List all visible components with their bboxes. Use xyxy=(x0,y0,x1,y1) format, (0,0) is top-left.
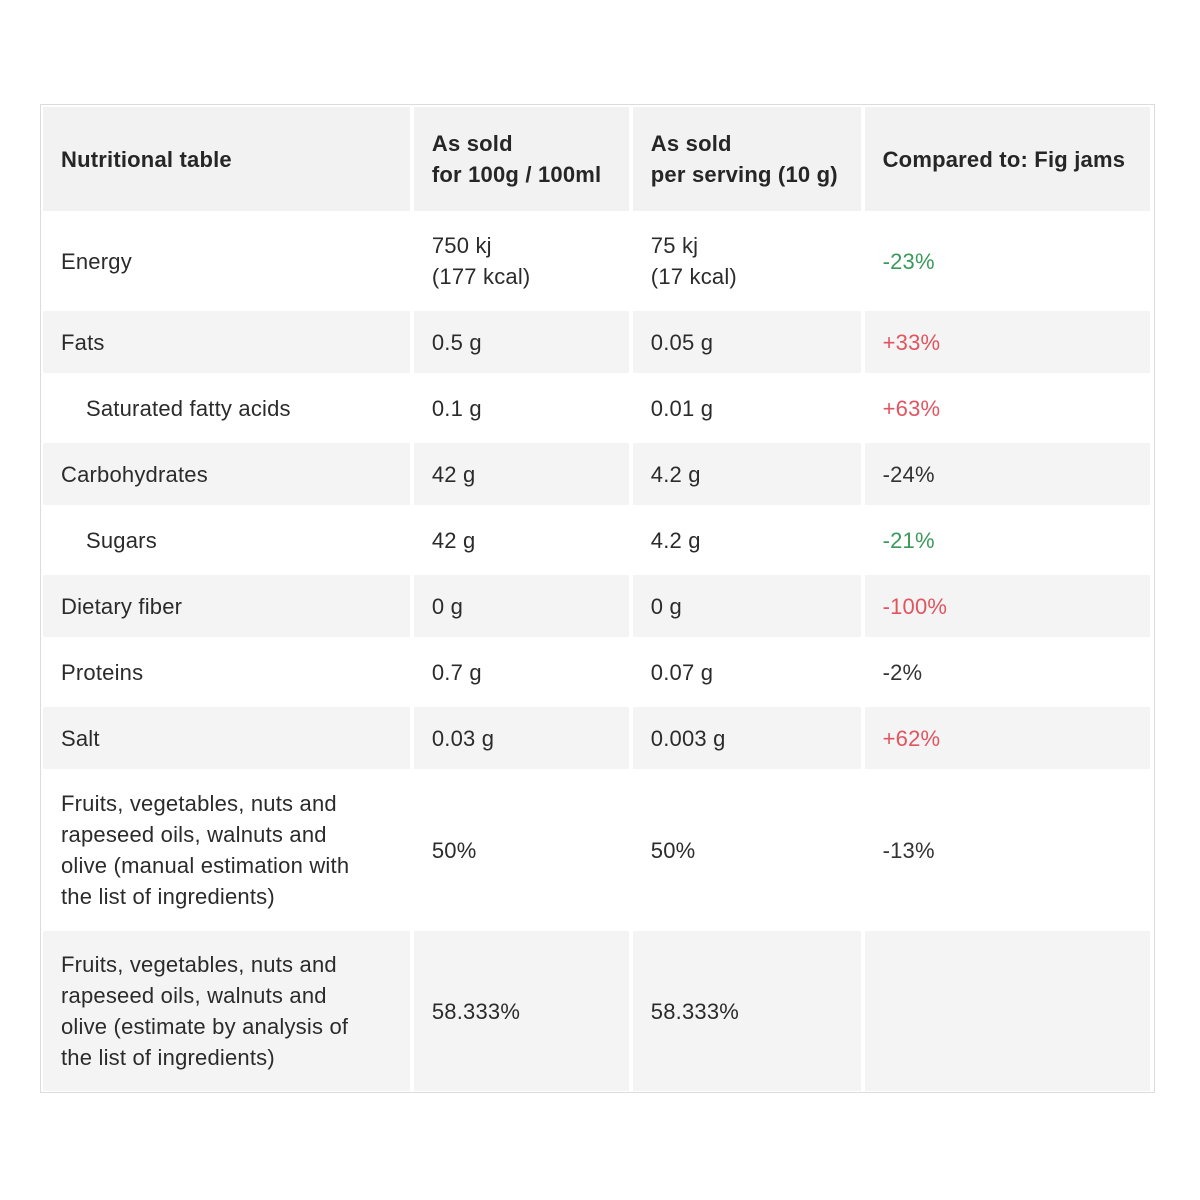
compared-cell: -21% xyxy=(864,505,1150,575)
perserving-cell: 50% xyxy=(632,769,861,931)
header-per-serving: As sold per serving (10 g) xyxy=(632,107,861,211)
nutrient-cell: Carbohydrates xyxy=(43,443,410,505)
header-compared: Compared to: Fig jams xyxy=(864,107,1150,211)
per100-cell: 42 g xyxy=(413,505,629,575)
table-row-proteins: Proteins 0.7 g 0.07 g -2% xyxy=(43,637,1150,707)
table-row-fats: Fats 0.5 g 0.05 g +33% xyxy=(43,311,1150,373)
perserving-cell: 0.01 g xyxy=(632,373,861,443)
per100-cell: 50% xyxy=(413,769,629,931)
nutrient-cell: Sugars xyxy=(43,505,410,575)
nutrient-cell: Salt xyxy=(43,707,410,769)
nutrient-cell: Saturated fatty acids xyxy=(43,373,410,443)
table-row-carbohydrates: Carbohydrates 42 g 4.2 g -24% xyxy=(43,443,1150,505)
per100-cell: 0 g xyxy=(413,575,629,637)
perserving-cell: 0.07 g xyxy=(632,637,861,707)
perserving-cell: 0.003 g xyxy=(632,707,861,769)
nutrient-cell: Dietary fiber xyxy=(43,575,410,637)
perserving-cell: 75 kj (17 kcal) xyxy=(632,211,861,311)
compared-cell: +33% xyxy=(864,311,1150,373)
nutrient-cell: Fruits, vegetables, nuts and rapeseed oi… xyxy=(43,931,410,1091)
nutrient-cell: Energy xyxy=(43,211,410,311)
per100-cell: 0.7 g xyxy=(413,637,629,707)
per100-cell: 0.5 g xyxy=(413,311,629,373)
table-row-dietary-fiber: Dietary fiber 0 g 0 g -100% xyxy=(43,575,1150,637)
perserving-cell: 4.2 g xyxy=(632,505,861,575)
nutrient-cell: Proteins xyxy=(43,637,410,707)
nutrition-table-frame: Nutritional table As sold for 100g / 100… xyxy=(40,104,1155,1093)
compared-cell: -23% xyxy=(864,211,1150,311)
compared-cell: -2% xyxy=(864,637,1150,707)
compared-cell: +62% xyxy=(864,707,1150,769)
compared-cell: -13% xyxy=(864,769,1150,931)
table-row-salt: Salt 0.03 g 0.003 g +62% xyxy=(43,707,1150,769)
table-header-row: Nutritional table As sold for 100g / 100… xyxy=(43,107,1150,211)
per100-cell: 750 kj (177 kcal) xyxy=(413,211,629,311)
compared-cell: -100% xyxy=(864,575,1150,637)
nutrient-cell: Fats xyxy=(43,311,410,373)
compared-cell: +63% xyxy=(864,373,1150,443)
header-nutrient: Nutritional table xyxy=(43,107,410,211)
compared-cell xyxy=(864,931,1150,1091)
perserving-cell: 4.2 g xyxy=(632,443,861,505)
compared-cell: -24% xyxy=(864,443,1150,505)
per100-cell: 42 g xyxy=(413,443,629,505)
perserving-cell: 58.333% xyxy=(632,931,861,1091)
perserving-cell: 0.05 g xyxy=(632,311,861,373)
nutrient-cell: Fruits, vegetables, nuts and rapeseed oi… xyxy=(43,769,410,931)
perserving-cell: 0 g xyxy=(632,575,861,637)
nutrition-table: Nutritional table As sold for 100g / 100… xyxy=(39,107,1154,1091)
per100-cell: 0.1 g xyxy=(413,373,629,443)
table-row-energy: Energy 750 kj (177 kcal) 75 kj (17 kcal)… xyxy=(43,211,1150,311)
table-row-saturated-fatty-acids: Saturated fatty acids 0.1 g 0.01 g +63% xyxy=(43,373,1150,443)
table-row-fruits-vegetables-manual: Fruits, vegetables, nuts and rapeseed oi… xyxy=(43,769,1150,931)
per100-cell: 0.03 g xyxy=(413,707,629,769)
per100-cell: 58.333% xyxy=(413,931,629,1091)
table-row-sugars: Sugars 42 g 4.2 g -21% xyxy=(43,505,1150,575)
table-row-fruits-vegetables-analysis: Fruits, vegetables, nuts and rapeseed oi… xyxy=(43,931,1150,1091)
header-per-100g: As sold for 100g / 100ml xyxy=(413,107,629,211)
